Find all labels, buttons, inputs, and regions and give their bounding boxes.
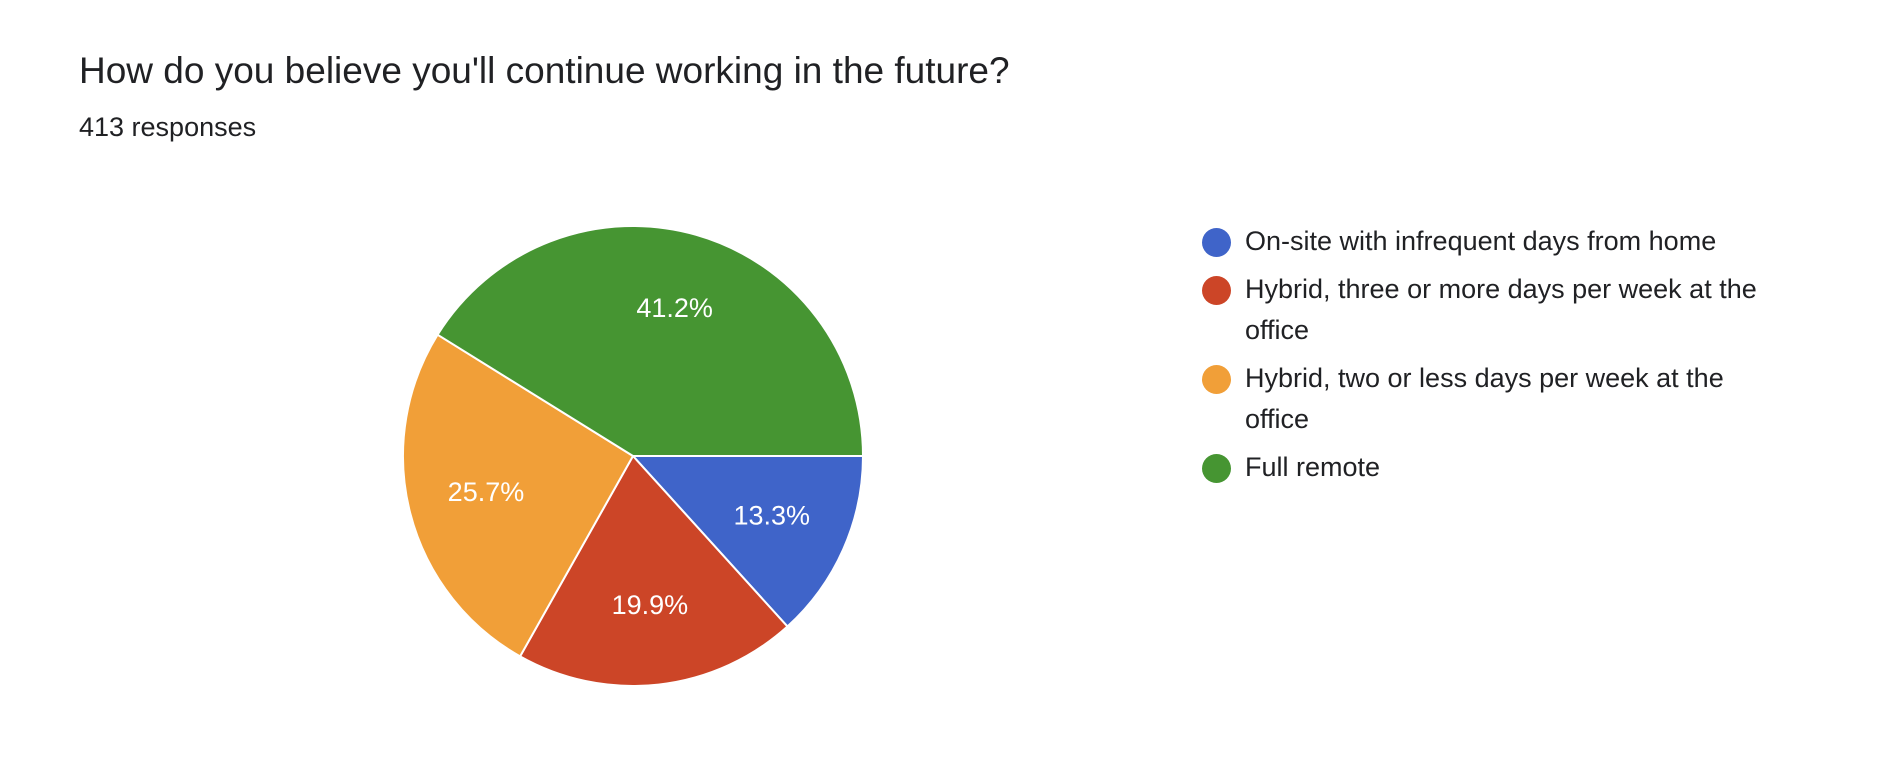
legend-label: Hybrid, three or more days per week at t… — [1245, 274, 1757, 345]
value-label: 41.2% — [636, 293, 713, 323]
legend-swatch — [1202, 365, 1231, 394]
chart-title: How do you believe you'll continue worki… — [79, 50, 1010, 91]
legend-label: Hybrid, two or less days per week at the… — [1245, 363, 1724, 434]
legend-swatch — [1202, 276, 1231, 305]
legend-label: Full remote — [1245, 452, 1381, 482]
legend: On-site with infrequent days from home Hy… — [1200, 221, 1800, 495]
legend-item: Hybrid, two or less days per week at the… — [1200, 358, 1790, 440]
value-label: 13.3% — [733, 501, 810, 531]
pie-slice — [630, 455, 865, 628]
pie-slice — [518, 454, 789, 687]
legend-item: On-site with infrequent days from home — [1200, 221, 1790, 262]
value-label: 25.7% — [448, 477, 525, 507]
chart-subtitle: 413 responses — [79, 112, 257, 142]
pie-slice — [436, 225, 865, 457]
legend-item: Full remote — [1200, 447, 1790, 488]
legend-label: On-site with infrequent days from home — [1245, 226, 1717, 256]
legend-item: Hybrid, three or more days per week at t… — [1200, 269, 1790, 351]
value-label: 19.9% — [612, 590, 689, 620]
pie-slice — [402, 333, 635, 658]
legend-swatch — [1202, 454, 1231, 483]
legend-swatch — [1202, 228, 1231, 257]
